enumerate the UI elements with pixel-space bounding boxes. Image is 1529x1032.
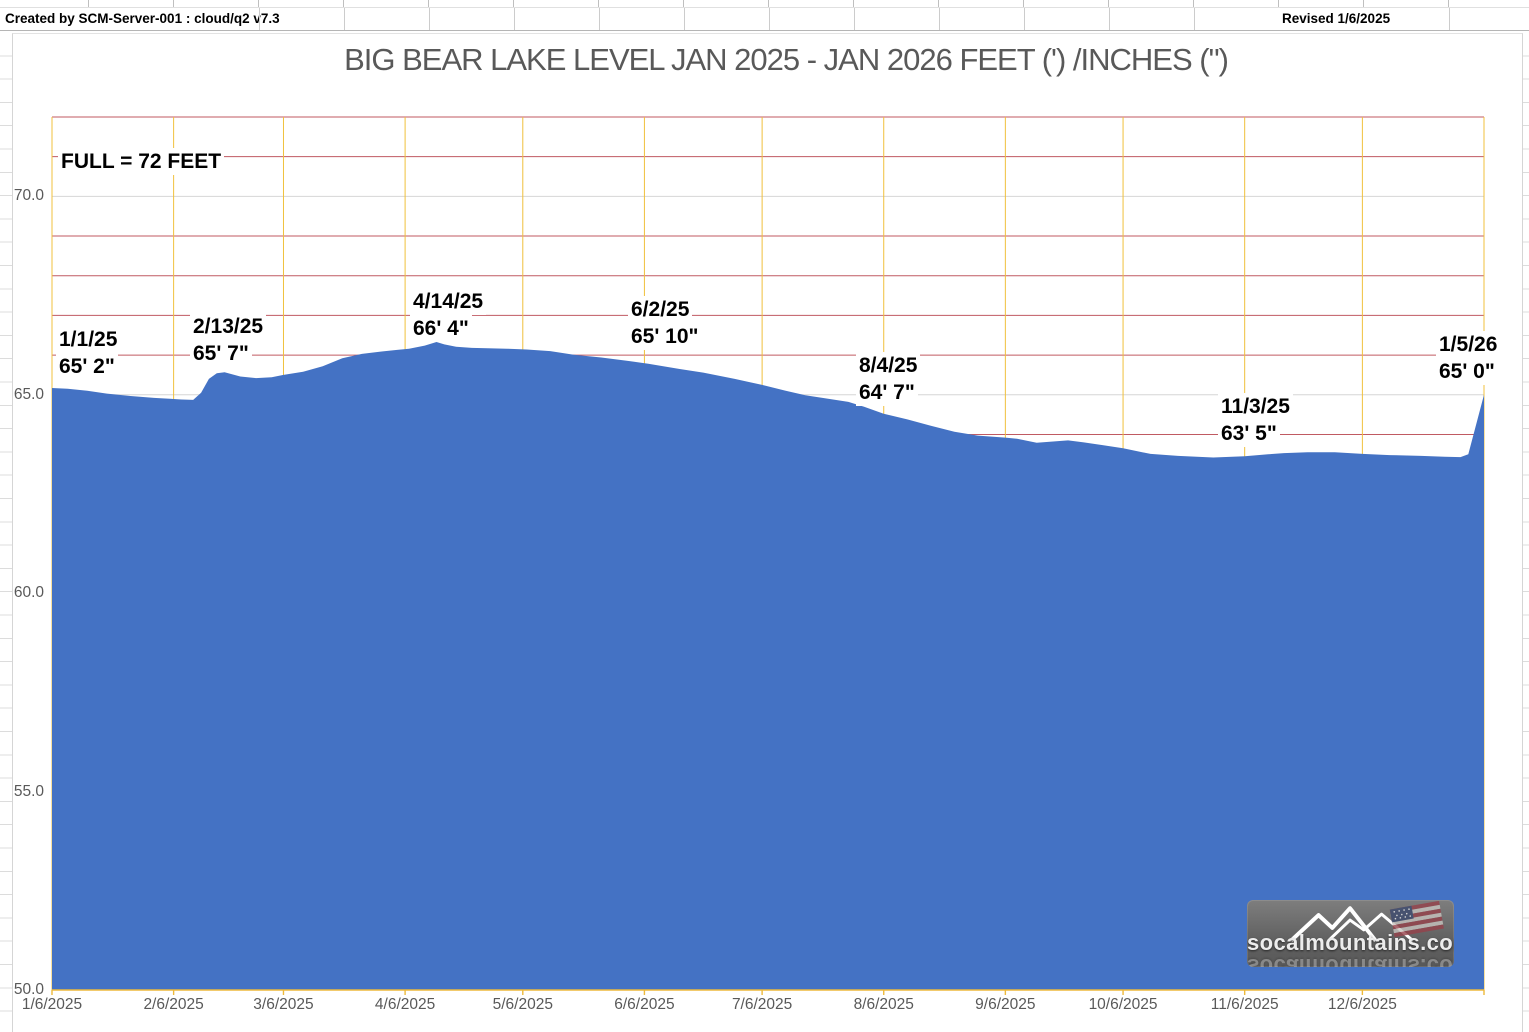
annotation-jun: 6/2/25 65' 10" — [628, 296, 702, 350]
cell-border — [344, 8, 345, 30]
annotation-jan: 1/1/25 65' 2" — [56, 326, 121, 380]
watermark-text: socalmountains.com — [1247, 930, 1454, 955]
annotation-date: 8/4/25 — [856, 352, 921, 379]
watermark-text-reflection: socalmountains.com — [1247, 954, 1454, 967]
annotation-date: 2/13/25 — [190, 313, 267, 340]
created-by-text: Created by SCM-Server-001 : cloud/q2 v7.… — [5, 11, 280, 26]
cell-border — [1449, 8, 1450, 30]
cell-border — [939, 8, 940, 30]
x-axis-label: 5/6/2025 — [492, 996, 553, 1013]
annotation-level: 65' 7" — [190, 340, 252, 367]
y-axis-label: 55.0 — [13, 782, 44, 800]
annotation-level: 64' 7" — [856, 379, 918, 406]
cell-border — [684, 8, 685, 30]
cell-border — [854, 8, 855, 30]
cell-border — [259, 8, 260, 30]
annotation-level: 65' 10" — [628, 323, 702, 350]
us-flag-icon — [1389, 901, 1444, 938]
x-axis-label: 12/6/2025 — [1327, 996, 1397, 1013]
annotation-apr: 4/14/25 66' 4" — [410, 288, 487, 342]
x-axis-label: 9/6/2025 — [975, 996, 1036, 1013]
annotation-aug: 8/4/25 64' 7" — [856, 352, 921, 406]
cell-border — [1109, 8, 1110, 30]
annotation-level: 63' 5" — [1218, 420, 1280, 447]
x-axis-label: 8/6/2025 — [853, 996, 914, 1013]
y-axis-label: 70.0 — [13, 187, 44, 205]
annotation-date: 1/1/25 — [56, 326, 121, 353]
socalmountains-watermark: socalmountains.com socalmountains.com — [1247, 900, 1454, 967]
spreadsheet-cells-row — [0, 0, 1529, 8]
spreadsheet-right-sliver — [1523, 33, 1529, 1031]
mountains-icon — [1289, 906, 1415, 943]
chart-title: BIG BEAR LAKE LEVEL JAN 2025 - JAN 2026 … — [344, 42, 1229, 77]
full-level-text: FULL = 72 FEET — [58, 148, 225, 175]
annotation-jan26: 1/5/26 65' 0" — [1436, 331, 1501, 385]
cell-border — [599, 8, 600, 30]
cell-border — [1194, 8, 1195, 30]
annotation-nov: 11/3/25 63' 5" — [1218, 393, 1293, 447]
cell-border — [769, 8, 770, 30]
x-axis-label: 10/6/2025 — [1088, 996, 1158, 1013]
revised-text: Revised 1/6/2025 — [1282, 11, 1391, 26]
y-axis-label: 60.0 — [13, 584, 44, 602]
spreadsheet-header-row: Created by SCM-Server-001 : cloud/q2 v7.… — [0, 8, 1529, 31]
x-axis-label: 3/6/2025 — [253, 996, 314, 1013]
annotation-date: 6/2/25 — [628, 296, 693, 323]
x-axis-label: 7/6/2025 — [731, 996, 793, 1013]
x-axis-label: 6/6/2025 — [614, 996, 675, 1013]
annotation-level: 66' 4" — [410, 315, 472, 342]
annotation-level: 65' 0" — [1436, 358, 1498, 385]
annotation-date: 11/3/25 — [1218, 393, 1293, 420]
annotation-feb: 2/13/25 65' 7" — [190, 313, 267, 367]
x-axis-label: 11/6/2025 — [1210, 996, 1279, 1013]
x-axis-label: 4/6/2025 — [374, 996, 436, 1013]
y-axis-label: 50.0 — [13, 981, 44, 998]
full-level-annotation: FULL = 72 FEET — [58, 148, 225, 175]
x-axis-label: 1/6/2025 — [21, 996, 83, 1013]
annotation-date: 4/14/25 — [410, 288, 487, 315]
y-axis-label: 65.0 — [13, 385, 44, 403]
spreadsheet-left-sliver — [0, 33, 12, 1031]
annotation-date: 1/5/26 — [1436, 331, 1501, 358]
cell-border — [1024, 8, 1025, 30]
cell-border — [514, 8, 515, 30]
x-axis-label: 2/6/2025 — [143, 996, 204, 1013]
annotation-level: 65' 2" — [56, 353, 118, 380]
cell-border — [429, 8, 430, 30]
